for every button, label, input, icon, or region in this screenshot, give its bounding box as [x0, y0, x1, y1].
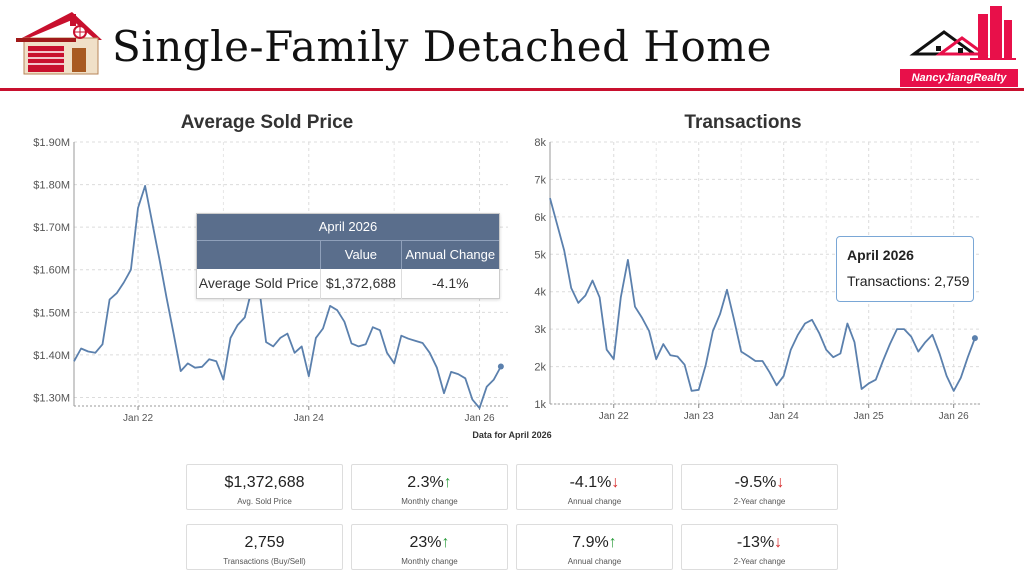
arrow-down-icon: ↓	[611, 474, 620, 491]
arrow-down-icon: ↓	[774, 534, 783, 551]
stat-card: 7.9%↑ Annual change	[516, 524, 673, 570]
price-y-tick-label: $1.50M	[33, 307, 70, 319]
stat-card: 2,759 Transactions (Buy/Sell)	[186, 524, 343, 570]
tx-y-tick-label: 4k	[534, 287, 546, 299]
tooltip-month: April 2026	[847, 247, 914, 263]
transactions-tooltip: April 2026 Transactions: 2,759	[836, 236, 974, 302]
tx-last-point	[971, 335, 978, 342]
tooltip-col-change: Annual Change	[405, 247, 496, 262]
transactions-chart: 1k 2k 3k 4k 5k 6k 7k 8k Jan 22 Jan 23 Jan 24 Jan 25…	[534, 137, 982, 422]
page-title: Single-Family Detached Home	[112, 22, 772, 71]
tx-y-tick-label: 3k	[534, 324, 546, 336]
price-y-tick-label: $1.90M	[33, 137, 70, 149]
tx-y-tick-label: 7k	[534, 174, 546, 186]
logo-building-icon	[909, 6, 1016, 60]
price-x-tick-label: Jan 26	[465, 413, 495, 424]
stat-label: 2-Year change	[733, 557, 786, 566]
tx-x-tick-label: Jan 26	[939, 411, 969, 422]
price-last-point	[497, 363, 504, 370]
stat-value: 2.3%↑	[352, 474, 507, 492]
stat-card: $1,372,688 Avg. Sold Price	[186, 464, 343, 510]
tooltip-row-change: -4.1%	[432, 275, 469, 291]
stat-value: 7.9%↑	[517, 534, 672, 552]
stat-card: -4.1%↓ Annual change	[516, 464, 673, 510]
tx-y-tick-label: 2k	[534, 362, 546, 374]
stat-card: -9.5%↓ 2-Year change	[681, 464, 838, 510]
tooltip-col-value: Value	[321, 241, 402, 269]
arrow-up-icon: ↑	[443, 474, 452, 491]
tx-x-tick-label: Jan 25	[854, 411, 884, 422]
tooltip-row-label: Average Sold Price	[197, 269, 322, 299]
price-y-tick-label: $1.80M	[33, 180, 70, 192]
stat-value: -13%↓	[682, 534, 837, 552]
stat-value-text: -9.5%	[734, 474, 777, 491]
stat-label: Avg. Sold Price	[237, 497, 292, 506]
arrow-down-icon: ↓	[776, 474, 785, 491]
stat-value-text: -4.1%	[569, 474, 612, 491]
stat-value: 23%↑	[352, 534, 507, 552]
stat-label: Transactions (Buy/Sell)	[223, 557, 306, 566]
logo-text: NancyJiangRealty	[900, 69, 1018, 87]
tx-series-line	[549, 197, 976, 392]
stat-value-text: $1,372,688	[224, 474, 305, 491]
stat-value-text: 7.9%	[572, 534, 609, 551]
tooltip-row: Average Sold Price $1,372,688 -4.1%	[197, 269, 499, 299]
stat-value: -4.1%↓	[517, 474, 672, 492]
stat-card: 2.3%↑ Monthly change	[351, 464, 508, 510]
arrow-up-icon: ↑	[608, 534, 617, 551]
price-tooltip: April 2026 Value Annual Change Average S…	[196, 213, 500, 299]
price-x-tick-label: Jan 22	[123, 413, 153, 424]
tx-y-tick-label: 5k	[534, 249, 546, 261]
tx-y-tick-label: 6k	[534, 212, 546, 224]
brand-logo: NancyJiangRealty	[900, 2, 1024, 88]
house-icon	[16, 12, 102, 75]
stat-value-text: 2.3%	[407, 474, 444, 491]
price-x-tick-label: Jan 24	[294, 413, 324, 424]
stat-card: 23%↑ Monthly change	[351, 524, 508, 570]
price-series-line	[73, 184, 502, 410]
tx-y-tick-label: 1k	[534, 399, 546, 411]
stat-label: Monthly change	[401, 557, 458, 566]
stat-value: $1,372,688	[187, 474, 342, 492]
data-footnote: Data for April 2026	[472, 430, 552, 440]
stat-value-text: -13%	[736, 534, 775, 551]
tooltip-month: April 2026	[197, 214, 499, 240]
tx-x-tick-label: Jan 24	[769, 411, 799, 422]
transactions-chart-title: Transactions	[684, 112, 802, 133]
tx-x-tick-label: Jan 22	[599, 411, 629, 422]
stat-label: 2-Year change	[733, 497, 786, 506]
tx-x-tick-label: Jan 23	[684, 411, 714, 422]
arrow-up-icon: ↑	[441, 534, 450, 551]
tx-y-tick-label: 8k	[534, 137, 546, 149]
stat-value: -9.5%↓	[682, 474, 837, 492]
price-y-tick-label: $1.70M	[33, 222, 70, 234]
header-divider	[0, 88, 1024, 91]
tooltip-column-headers: Value Annual Change	[197, 240, 499, 269]
tooltip-row-value: $1,372,688	[321, 269, 402, 299]
stat-label: Annual change	[567, 557, 622, 566]
stat-value-text: 2,759	[244, 534, 285, 551]
stat-label: Annual change	[567, 497, 622, 506]
stat-value-text: 23%	[409, 534, 442, 551]
stat-label: Monthly change	[401, 497, 458, 506]
price-y-tick-label: $1.30M	[33, 392, 70, 404]
price-y-tick-label: $1.40M	[33, 350, 70, 362]
header: Single-Family Detached Home NancyJiangRe…	[0, 0, 1024, 91]
price-chart-title: Average Sold Price	[180, 112, 354, 133]
stat-value: 2,759	[187, 534, 342, 552]
stat-card: -13%↓ 2-Year change	[681, 524, 838, 570]
price-y-tick-label: $1.60M	[33, 265, 70, 277]
tooltip-value: Transactions: 2,759	[847, 273, 970, 289]
